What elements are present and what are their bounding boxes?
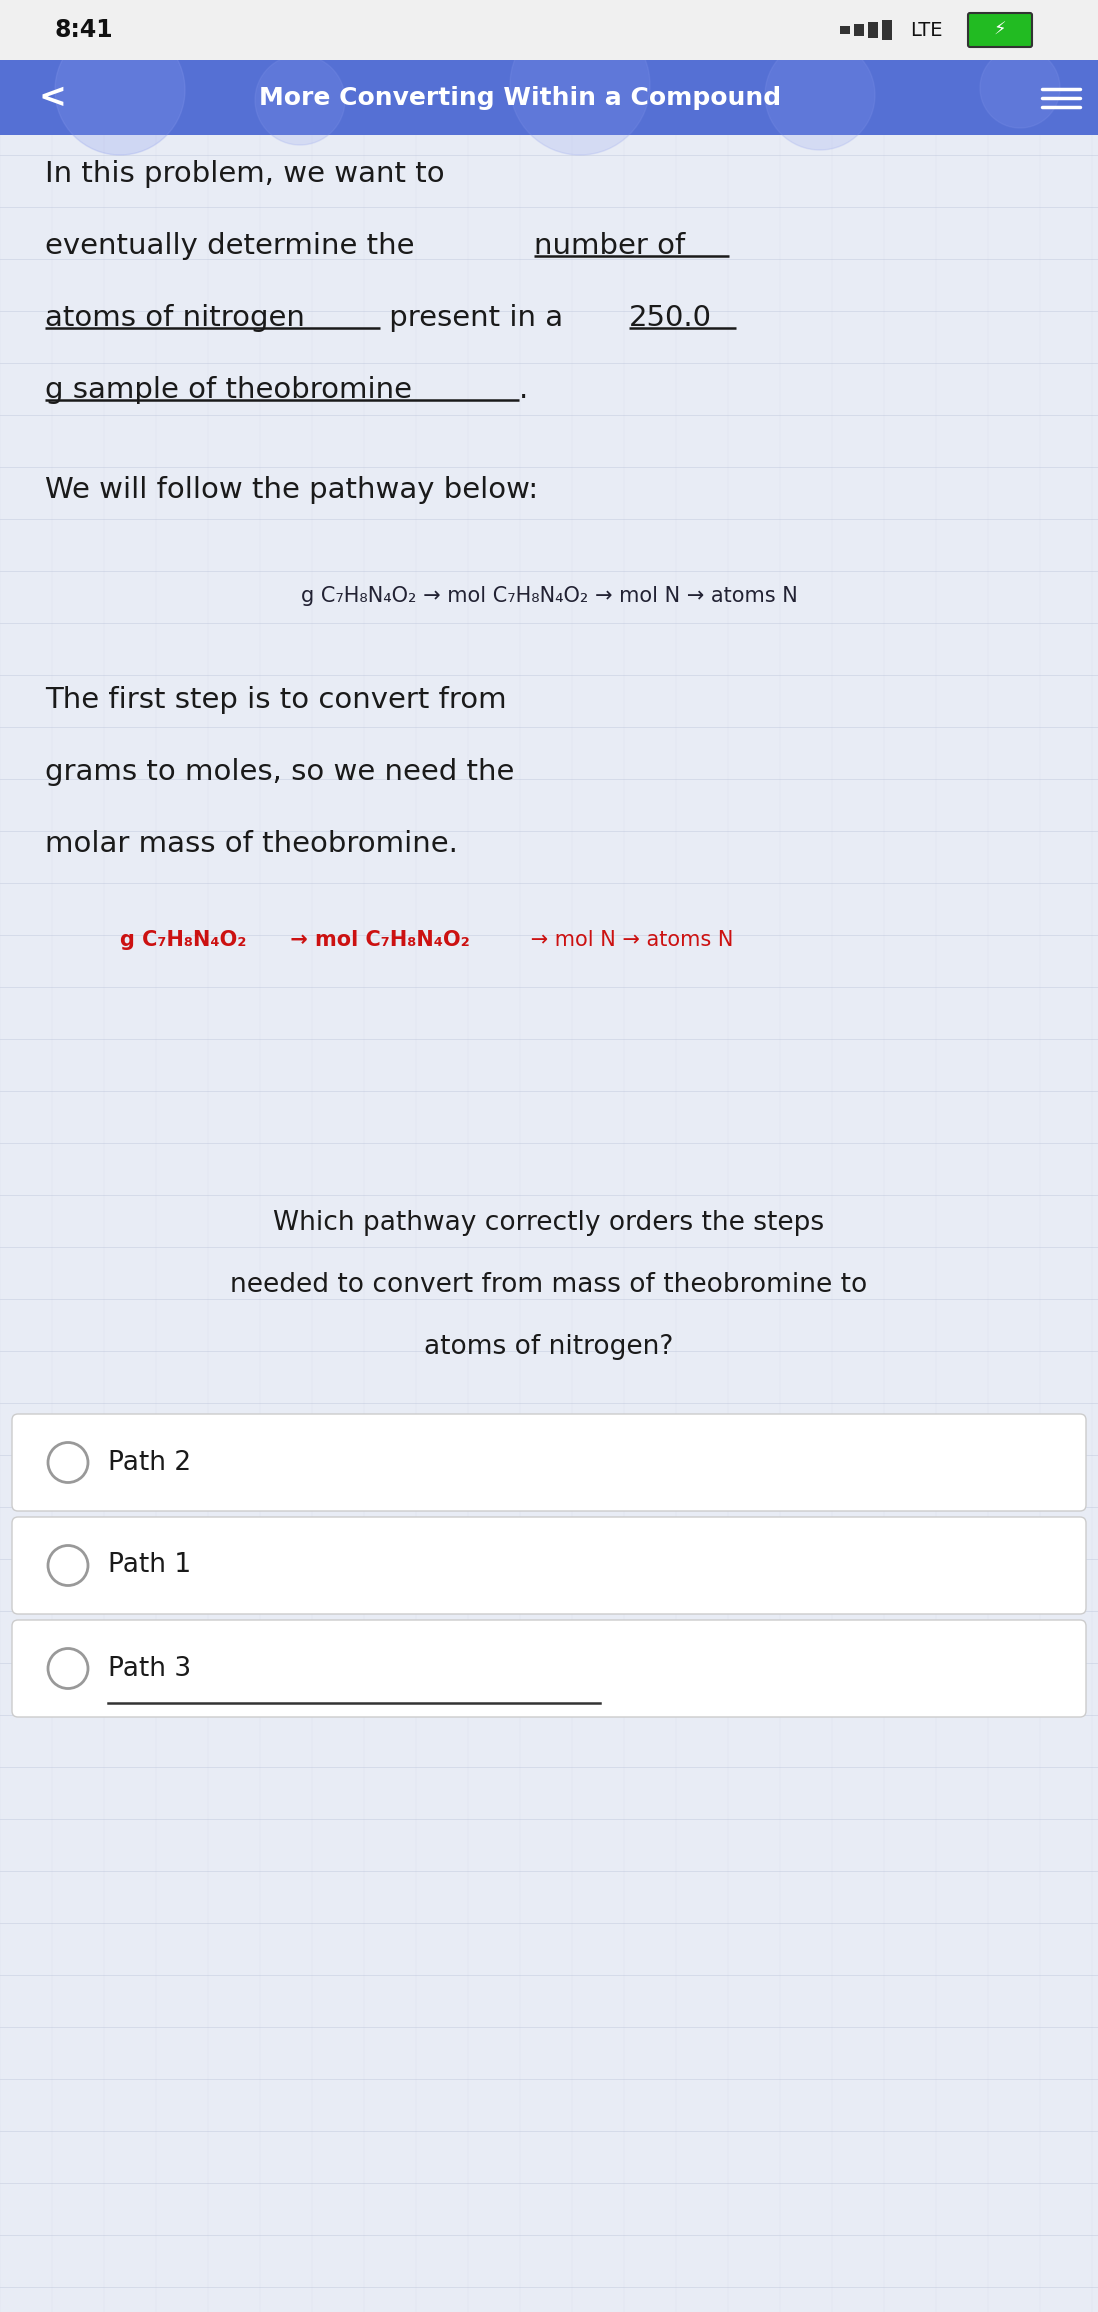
- Text: → mol C₇H₈N₄O₂: → mol C₇H₈N₄O₂: [283, 929, 470, 950]
- Text: g C₇H₈N₄O₂: g C₇H₈N₄O₂: [120, 929, 246, 950]
- FancyBboxPatch shape: [968, 14, 1032, 46]
- Text: Path 1: Path 1: [108, 1551, 191, 1579]
- Text: 250.0: 250.0: [628, 303, 712, 333]
- Text: grams to moles, so we need the: grams to moles, so we need the: [45, 758, 514, 786]
- Text: → mol N → atoms N: → mol N → atoms N: [524, 929, 733, 950]
- Text: g sample of theobromine: g sample of theobromine: [45, 377, 412, 405]
- Circle shape: [48, 1648, 88, 1688]
- Text: The first step is to convert from: The first step is to convert from: [45, 687, 506, 714]
- Text: 8:41: 8:41: [55, 18, 113, 42]
- FancyBboxPatch shape: [12, 1621, 1086, 1718]
- Text: More Converting Within a Compound: More Converting Within a Compound: [259, 86, 781, 109]
- FancyBboxPatch shape: [12, 1415, 1086, 1512]
- Circle shape: [765, 39, 875, 150]
- Circle shape: [255, 55, 345, 146]
- Text: needed to convert from mass of theobromine to: needed to convert from mass of theobromi…: [231, 1272, 867, 1297]
- Text: We will follow the pathway below:: We will follow the pathway below:: [45, 476, 538, 504]
- Bar: [854, 23, 864, 37]
- Text: g C₇H₈N₄O₂ → mol C₇H₈N₄O₂ → mol N → atoms N: g C₇H₈N₄O₂ → mol C₇H₈N₄O₂ → mol N → atom…: [301, 585, 797, 606]
- Text: molar mass of theobromine.: molar mass of theobromine.: [45, 830, 458, 858]
- Text: eventually determine the: eventually determine the: [45, 231, 424, 259]
- Text: atoms of nitrogen: atoms of nitrogen: [45, 303, 305, 333]
- Text: Which pathway correctly orders the steps: Which pathway correctly orders the steps: [273, 1209, 825, 1237]
- Text: number of: number of: [534, 231, 685, 259]
- FancyBboxPatch shape: [12, 1517, 1086, 1614]
- Text: Path 2: Path 2: [108, 1450, 191, 1475]
- Text: Path 3: Path 3: [108, 1655, 191, 1681]
- Circle shape: [55, 25, 184, 155]
- Text: <: <: [38, 81, 66, 113]
- Circle shape: [48, 1544, 88, 1586]
- Bar: [840, 25, 850, 35]
- Circle shape: [509, 14, 650, 155]
- Text: present in a: present in a: [380, 303, 573, 333]
- Text: .: .: [518, 377, 528, 405]
- Bar: [0, 60, 1098, 134]
- Text: atoms of nitrogen?: atoms of nitrogen?: [424, 1334, 674, 1359]
- Text: LTE: LTE: [910, 21, 942, 39]
- Bar: [882, 21, 892, 39]
- Circle shape: [48, 1443, 88, 1482]
- Text: In this problem, we want to: In this problem, we want to: [45, 160, 445, 187]
- Text: ⚡: ⚡: [994, 21, 1006, 39]
- Bar: [0, 0, 1098, 60]
- Bar: [869, 23, 878, 37]
- Circle shape: [981, 49, 1060, 127]
